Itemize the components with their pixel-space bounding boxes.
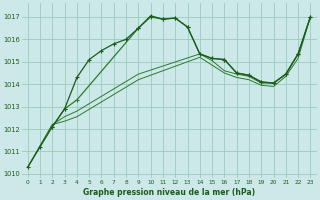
X-axis label: Graphe pression niveau de la mer (hPa): Graphe pression niveau de la mer (hPa) bbox=[83, 188, 255, 197]
